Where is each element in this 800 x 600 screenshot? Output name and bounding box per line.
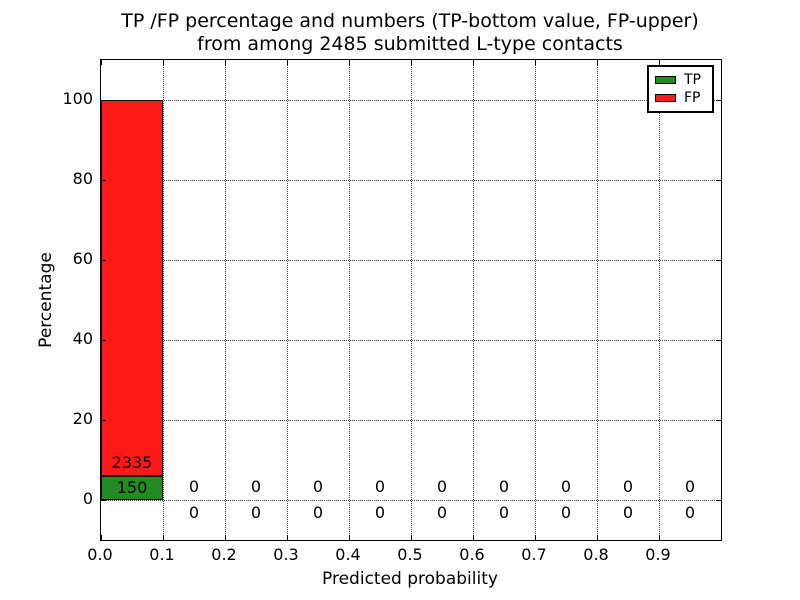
grid-line-vertical — [411, 60, 412, 540]
x-axis-tick-top — [596, 60, 598, 65]
y-tick-label: 20 — [72, 409, 93, 428]
chart-title-line1: TP /FP percentage and numbers (TP-bottom… — [121, 10, 699, 32]
fp-count-label: 0 — [436, 477, 448, 496]
x-axis-tick-bottom — [100, 535, 102, 540]
legend-swatch-tp — [655, 75, 676, 84]
y-tick-label: 0 — [82, 489, 93, 508]
chart-title-line2: from among 2485 submitted L-type contact… — [197, 33, 623, 55]
fp-count-label: 2335 — [111, 452, 153, 472]
fp-count-label: 0 — [250, 477, 262, 496]
chart-title: TP /FP percentage and numbers (TP-bottom… — [100, 10, 720, 56]
x-tick-label: 0.5 — [397, 545, 423, 564]
plot-area: 2335 150 0 0 0 0 0 0 0 0 0 0 0 0 0 0 0 0 0 0 — [100, 59, 722, 541]
x-tick-label: 0.3 — [273, 545, 299, 564]
tp-count-label: 0 — [312, 503, 324, 522]
x-axis-tick-top — [472, 60, 474, 65]
y-tick-label: 80 — [72, 169, 93, 188]
grid-line-vertical — [535, 60, 536, 540]
x-axis-tick-bottom — [596, 535, 598, 540]
y-axis-tick-left — [101, 259, 106, 261]
legend: TP FP — [647, 65, 714, 113]
x-axis-tick-top — [534, 60, 536, 65]
tp-count-label: 0 — [498, 503, 510, 522]
x-axis-tick-bottom — [224, 535, 226, 540]
fp-count-label: 0 — [374, 477, 386, 496]
x-axis-tick-top — [410, 60, 412, 65]
x-tick-label: 0.2 — [211, 545, 237, 564]
x-tick-label: 0.1 — [149, 545, 175, 564]
x-tick-label: 0.4 — [335, 545, 361, 564]
grid-line-vertical — [163, 60, 164, 540]
y-tick-label: 40 — [72, 329, 93, 348]
x-axis-tick-top — [224, 60, 226, 65]
x-axis-tick-top — [348, 60, 350, 65]
tp-count-label: 0 — [374, 503, 386, 522]
x-axis-tick-top — [658, 60, 660, 65]
grid-line-vertical — [287, 60, 288, 540]
fp-count-label: 0 — [684, 477, 696, 496]
legend-entry-fp: FP — [655, 91, 706, 105]
x-axis-tick-bottom — [472, 535, 474, 540]
x-tick-label: 0.7 — [521, 545, 547, 564]
tp-count-label: 0 — [684, 503, 696, 522]
tp-count-label: 0 — [250, 503, 262, 522]
y-tick-label: 100 — [62, 89, 93, 108]
x-axis-tick-bottom — [286, 535, 288, 540]
x-axis-label: Predicted probability — [322, 569, 498, 589]
grid-line-vertical — [659, 60, 660, 540]
x-tick-label: 0.9 — [645, 545, 671, 564]
y-axis-tick-right — [716, 179, 721, 181]
tp-count-label: 0 — [560, 503, 572, 522]
x-axis-tick-bottom — [410, 535, 412, 540]
grid-line-vertical — [225, 60, 226, 540]
y-axis-tick-right — [716, 259, 721, 261]
tp-count-label: 0 — [188, 503, 200, 522]
fp-count-label: 0 — [312, 477, 324, 496]
fp-count-label: 0 — [498, 477, 510, 496]
x-axis-tick-bottom — [534, 535, 536, 540]
x-axis-tick-top — [286, 60, 288, 65]
y-axis-tick-right — [716, 499, 721, 501]
legend-label-fp: FP — [684, 90, 701, 107]
y-tick-label: 60 — [72, 249, 93, 268]
legend-swatch-fp — [655, 94, 676, 103]
x-tick-label: 0.8 — [583, 545, 609, 564]
x-axis-tick-bottom — [162, 535, 164, 540]
grid-line-vertical — [473, 60, 474, 540]
x-axis-tick-top — [162, 60, 164, 65]
grid-line-vertical — [597, 60, 598, 540]
tp-count-label: 0 — [622, 503, 634, 522]
bar-fp-segment — [101, 100, 163, 476]
x-axis-tick-bottom — [348, 535, 350, 540]
grid-line-vertical — [349, 60, 350, 540]
legend-label-tp: TP — [684, 71, 701, 88]
tp-count-label: 150 — [116, 477, 148, 497]
x-tick-label: 0.6 — [459, 545, 485, 564]
y-axis-tick-right — [716, 339, 721, 341]
y-axis-tick-left — [101, 339, 106, 341]
y-axis-tick-left — [101, 179, 106, 181]
y-axis-tick-right — [716, 419, 721, 421]
y-axis-tick-left — [101, 419, 106, 421]
x-tick-label: 0.0 — [87, 545, 113, 564]
fp-count-label: 0 — [560, 477, 572, 496]
legend-entry-tp: TP — [655, 73, 706, 87]
y-axis-tick-right — [716, 99, 721, 101]
y-axis-tick-left — [101, 99, 106, 101]
bar-tp-segment — [101, 475, 163, 500]
x-axis-tick-top — [100, 60, 102, 65]
fp-count-label: 0 — [188, 477, 200, 496]
fp-count-label: 0 — [622, 477, 634, 496]
y-axis-tick-left — [101, 499, 106, 501]
tp-count-label: 0 — [436, 503, 448, 522]
x-axis-tick-bottom — [658, 535, 660, 540]
